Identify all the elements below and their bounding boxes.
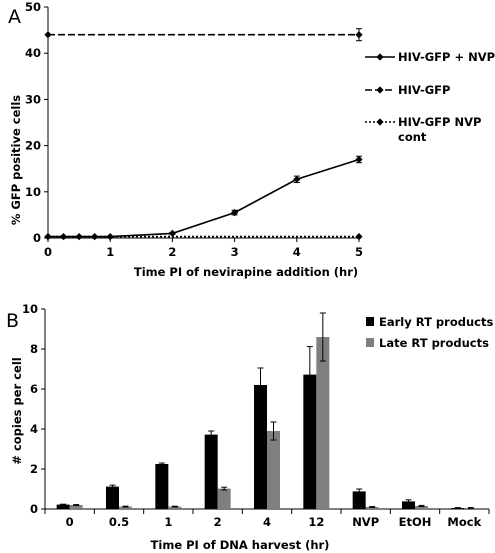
bar-early xyxy=(303,374,317,509)
legend-b: Early RT products Late RT products xyxy=(366,315,493,350)
data-point-a xyxy=(355,155,363,164)
y-tick-label-b: 8 xyxy=(30,342,38,356)
data-point-a xyxy=(231,208,239,217)
bar-late xyxy=(217,488,231,509)
legend-label-b: Late RT products xyxy=(379,336,489,350)
x-tick-label-b: 0 xyxy=(66,515,74,529)
y-tick-label-b: 6 xyxy=(30,382,38,396)
legend-label-a: HIV-GFP xyxy=(398,83,450,97)
bar-late xyxy=(69,505,83,509)
data-point-a xyxy=(355,31,363,39)
y-tick-label-a: 10 xyxy=(25,185,41,199)
legend-marker-a xyxy=(376,53,384,61)
bar-early xyxy=(56,504,70,509)
x-tick-label-b: EtOH xyxy=(399,515,432,529)
bar-late xyxy=(316,337,330,509)
y-tick-label-b: 4 xyxy=(30,422,38,436)
bar-late xyxy=(415,506,428,509)
x-tick-label-b: 0.5 xyxy=(109,515,129,529)
y-tick-label-a: 20 xyxy=(25,139,41,153)
axes-a: 0 10 20 30 40 50 0 1 2 3 4 5 xyxy=(25,0,363,259)
data-point-a xyxy=(75,233,83,241)
legend-marker-a xyxy=(376,86,384,94)
panel-label-a: A xyxy=(8,6,21,28)
x-tick-label-a: 1 xyxy=(106,245,114,259)
legend-label-b: Early RT products xyxy=(379,315,493,329)
bar-early xyxy=(254,385,267,509)
bar-late xyxy=(119,506,132,509)
legend-swatch-b xyxy=(366,317,374,326)
bar-early xyxy=(106,486,119,509)
bar-late xyxy=(365,507,379,509)
series-a xyxy=(44,28,363,241)
bars-b xyxy=(56,312,478,509)
legend-label-a: HIV-GFP + NVP xyxy=(398,50,495,64)
bar-early xyxy=(204,434,218,509)
bar-chart-panel-b: B # copies per cell Time PI of DNA harve… xyxy=(6,302,493,552)
x-tick-label-b: 1 xyxy=(164,515,172,529)
data-point-a xyxy=(44,233,52,241)
line-chart-panel-a: A % GFP positive cells Time PI of nevira… xyxy=(8,0,495,279)
x-tick-label-b: NVP xyxy=(352,515,379,529)
y-tick-label-a: 30 xyxy=(25,92,41,106)
y-axis-title-a: % GFP positive cells xyxy=(9,95,23,225)
legend-swatch-b xyxy=(366,338,374,347)
y-axis-title-b: # copies per cell xyxy=(10,357,24,464)
data-point-a xyxy=(293,175,301,183)
bar-late xyxy=(168,506,182,509)
y-tick-label-a: 50 xyxy=(25,0,41,14)
x-tick-label-b: 2 xyxy=(214,515,222,529)
data-point-a xyxy=(44,31,52,39)
x-axis-title-b: Time PI of DNA harvest (hr) xyxy=(151,538,330,552)
data-point-a xyxy=(59,233,68,241)
data-point-a xyxy=(168,229,176,237)
y-tick-label-a: 0 xyxy=(33,231,41,245)
x-tick-label-a: 0 xyxy=(44,245,52,259)
legend-label-a: HIV-GFP NVP cont xyxy=(398,115,481,144)
panel-label-b: B xyxy=(6,310,19,332)
series-line-0 xyxy=(48,158,360,238)
bar-early xyxy=(352,491,366,509)
x-tick-label-b: 4 xyxy=(263,515,271,529)
x-tick-label-b: Mock xyxy=(447,515,481,529)
y-tick-label-b: 2 xyxy=(30,462,38,476)
x-tick-label-a: 2 xyxy=(168,245,176,259)
data-point-a xyxy=(106,233,114,241)
legend-a: HIV-GFP + NVP HIV-GFP HIV-GFP NVP cont xyxy=(365,50,495,144)
x-tick-label-a: 3 xyxy=(231,245,239,259)
y-tick-label-b: 0 xyxy=(30,502,38,516)
y-tick-label-a: 40 xyxy=(25,46,41,60)
data-point-a xyxy=(91,233,99,241)
data-point-a xyxy=(355,233,363,241)
bar-late xyxy=(267,431,280,509)
x-tick-label-b: 12 xyxy=(308,515,324,529)
y-tick-label-b: 10 xyxy=(22,302,38,316)
x-tick-label-a: 4 xyxy=(293,245,301,259)
x-axis-title-a: Time PI of nevirapine addition (hr) xyxy=(134,265,358,279)
x-tick-label-a: 5 xyxy=(355,245,363,259)
legend-marker-a xyxy=(376,118,384,126)
bar-early xyxy=(155,464,169,509)
bar-early xyxy=(402,501,415,509)
